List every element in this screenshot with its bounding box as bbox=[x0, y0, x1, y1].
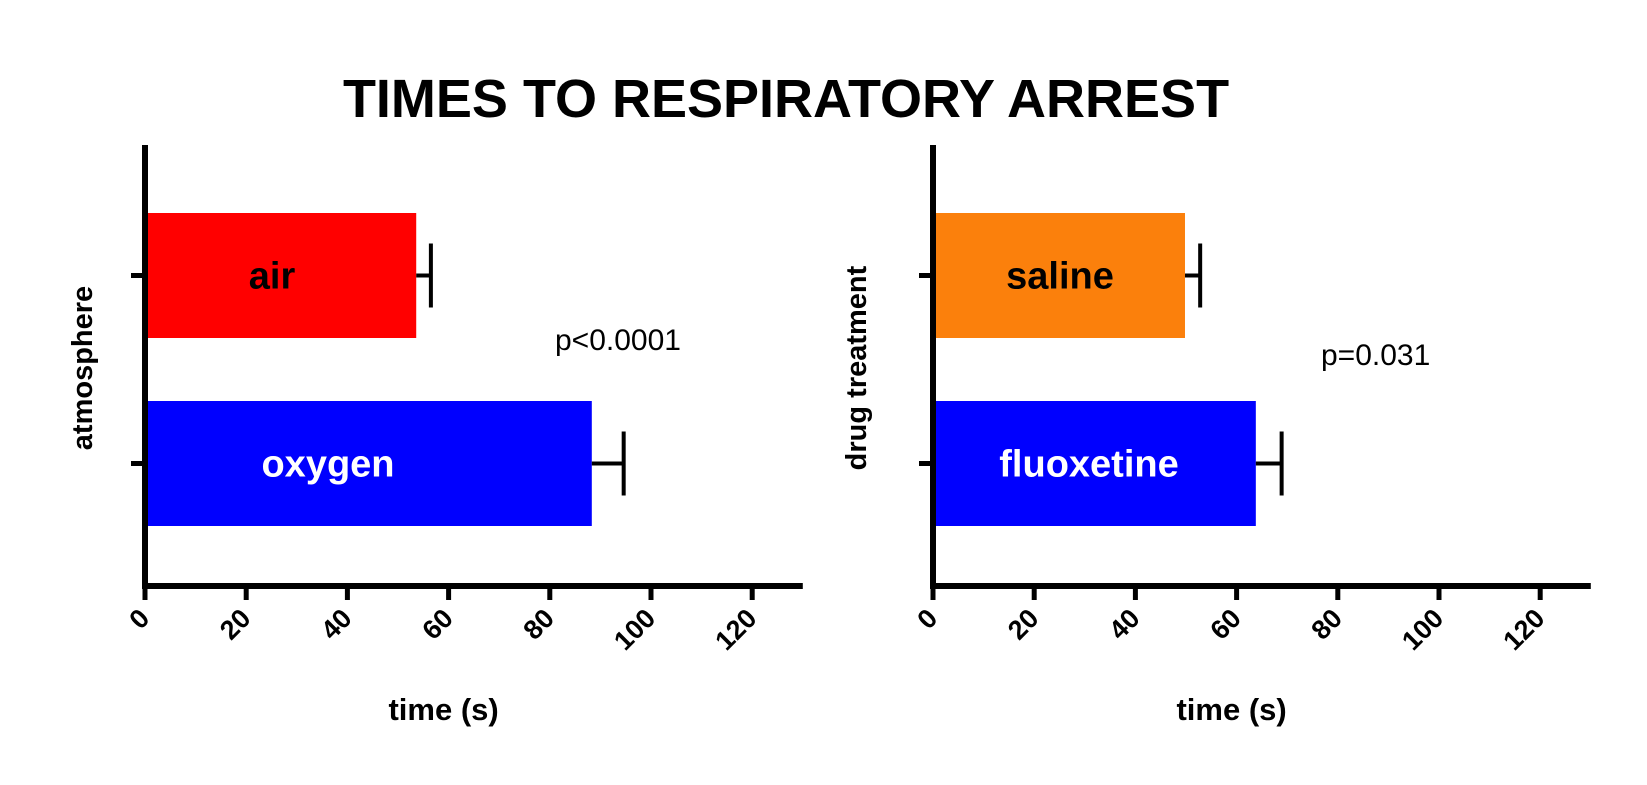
panel-1-bar-oxygen bbox=[145, 401, 592, 526]
panel-2-bar-saline bbox=[933, 213, 1185, 338]
panel-1-p-value-annotation: p<0.0001 bbox=[555, 324, 681, 357]
panel-2-x-tick-label: 0 bbox=[911, 603, 943, 635]
panel-1-x-tick-label: 20 bbox=[214, 603, 256, 645]
panel-1-bar-label-air: air bbox=[249, 256, 296, 298]
panel-1-x-axis-title: time (s) bbox=[388, 692, 498, 727]
panel-2-bar-label-fluoxetine: fluoxetine bbox=[999, 444, 1178, 486]
panel-2-bar-label-saline: saline bbox=[1006, 256, 1114, 298]
panel-2-x-tick-label: 100 bbox=[1396, 603, 1449, 656]
panel-2-y-axis-title: drug treatment bbox=[841, 265, 873, 470]
panel-2-x-tick-label: 120 bbox=[1497, 603, 1550, 656]
panel-1-x-tick-label: 80 bbox=[518, 603, 560, 645]
panel-1-bar-label-oxygen: oxygen bbox=[261, 444, 394, 486]
panel-2-x-tick-label: 60 bbox=[1204, 603, 1246, 645]
panel-2-p-value-annotation: p=0.031 bbox=[1321, 339, 1430, 372]
panel-1-x-tick-label: 120 bbox=[709, 603, 762, 656]
panel-1-x-tick-label: 100 bbox=[608, 603, 661, 656]
panel-2-x-axis-title: time (s) bbox=[1176, 692, 1286, 727]
panel-1-x-tick-label: 60 bbox=[416, 603, 458, 645]
panel-1-x-tick-label: 0 bbox=[123, 603, 155, 635]
panel-2-bar-fluoxetine bbox=[933, 401, 1256, 526]
panel-2-x-tick-label: 80 bbox=[1306, 603, 1348, 645]
panel-1-bar-air bbox=[145, 213, 417, 338]
panel-2-x-tick-label: 40 bbox=[1103, 603, 1145, 645]
panel-1-x-tick-label: 40 bbox=[315, 603, 357, 645]
panel-2-x-tick-label: 20 bbox=[1002, 603, 1044, 645]
chart-title: TIMES TO RESPIRATORY ARREST bbox=[343, 69, 1229, 129]
panel-1-y-axis-title: atmosphere bbox=[67, 286, 99, 450]
